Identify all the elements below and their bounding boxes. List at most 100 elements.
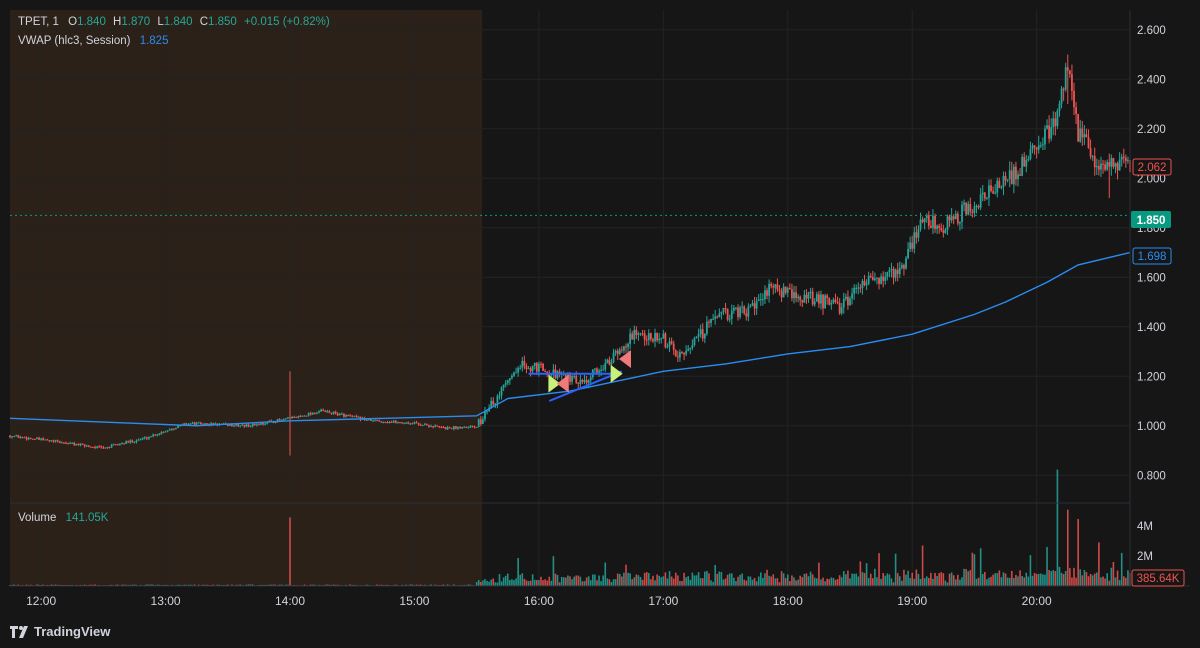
candle-body (766, 290, 768, 296)
volume-bar (442, 584, 445, 586)
volume-bar (1077, 519, 1079, 586)
volume-bar (318, 584, 320, 586)
candle-body (297, 415, 300, 418)
volume-bar (834, 579, 837, 586)
candle-body (168, 429, 171, 431)
candle-body (318, 411, 320, 413)
volume-bar (266, 584, 268, 586)
candle-body (511, 375, 513, 379)
vwap-legend[interactable]: VWAP (hlc3, Session) 1.825 (18, 35, 168, 47)
volume-bar (280, 584, 283, 586)
symbol-label[interactable]: TPET, 1 (18, 16, 59, 28)
candle-body (834, 299, 837, 302)
candle-body (156, 434, 159, 436)
candle-body (685, 350, 688, 355)
candle-body (33, 439, 36, 441)
time-tick: 14:00 (275, 594, 305, 608)
candle-body (284, 418, 287, 420)
volume-bar (417, 584, 420, 586)
candle-body (1071, 74, 1073, 91)
drawing-annotations[interactable] (528, 349, 631, 402)
volume-bar (193, 584, 196, 586)
volume-bar (274, 584, 277, 586)
volume-bar (1023, 577, 1026, 586)
volume-legend-label: Volume (18, 512, 57, 524)
candle-body (498, 395, 501, 397)
candle-body (956, 213, 959, 224)
volume-legend[interactable]: Volume 141.05K (18, 512, 108, 524)
volume-bar (650, 579, 652, 586)
candle-body (1056, 110, 1059, 127)
price-chart[interactable]: 2.6002.4002.2002.0001.8001.6001.4001.200… (0, 0, 1200, 614)
volume-bar (546, 580, 548, 586)
candle-body (973, 206, 976, 213)
volume-bar (677, 575, 679, 586)
volume-bar (152, 584, 154, 586)
candle-body (791, 289, 793, 299)
volume-bar (1025, 572, 1028, 586)
candle-body (521, 360, 524, 368)
volume-bar (618, 574, 621, 586)
candle-body (301, 415, 304, 417)
candle-body (820, 294, 822, 304)
candle-body (394, 420, 397, 424)
volume-bar (679, 580, 681, 586)
svg-text:1.850: 1.850 (1137, 215, 1166, 227)
candle-body (743, 306, 746, 314)
candle-body (977, 206, 980, 208)
candle-body (235, 423, 237, 426)
volume-bar (285, 584, 287, 586)
volume-bar (600, 581, 602, 586)
time-axis[interactable]: 12:00 13:00 14:00 15:00 16:00 17:00 18:00 19:00… (26, 594, 1052, 608)
candle-body (1050, 127, 1053, 139)
candle-body (1044, 128, 1046, 145)
volume-bar (202, 584, 204, 586)
volume-bar (1100, 577, 1102, 586)
volume-bar (1054, 571, 1057, 586)
volume-bar (1056, 469, 1059, 586)
candle-body (79, 443, 82, 446)
candle-body (46, 439, 49, 441)
volume-bar (558, 582, 561, 586)
candle-body (778, 289, 781, 291)
volume-bar (824, 581, 826, 586)
volume-bar (1118, 580, 1121, 586)
tradingview-logo[interactable]: TradingView (10, 624, 110, 639)
volume-bar (621, 576, 623, 586)
candle-body (432, 426, 435, 428)
candle-body (683, 352, 685, 355)
candle-body (888, 270, 891, 273)
volume-bar (1033, 572, 1036, 586)
candle-body (69, 443, 72, 445)
volume-bar (911, 572, 914, 586)
volume-bar (523, 578, 526, 586)
volume-bar (1017, 576, 1019, 586)
volume-bar (954, 579, 957, 586)
volume-bar (770, 576, 772, 586)
price-tick: 1.400 (1137, 322, 1166, 334)
candle-body (241, 424, 244, 426)
candle-body (1054, 118, 1057, 127)
volume-bar (778, 582, 781, 586)
candle-body (455, 426, 457, 429)
volume-bar (114, 584, 117, 586)
candle-body (985, 197, 988, 199)
volume-bar (272, 584, 275, 586)
volume-bar (1114, 577, 1117, 586)
volume-bar (629, 573, 631, 586)
volume-bar (52, 584, 55, 586)
volume-bar (21, 584, 24, 586)
candle-body (745, 313, 748, 317)
candle-body (492, 400, 495, 405)
candle-body (1006, 179, 1009, 181)
volume-bars (9, 469, 1131, 586)
close-value: 1.850 (208, 16, 237, 28)
candle-body (29, 437, 32, 439)
volume-bar (890, 578, 893, 586)
volume-bar (685, 577, 687, 586)
candle-body (83, 444, 86, 447)
volume-bar (562, 577, 565, 586)
candle-body (701, 329, 704, 339)
candle-body (679, 352, 681, 358)
candle-body (36, 437, 38, 440)
